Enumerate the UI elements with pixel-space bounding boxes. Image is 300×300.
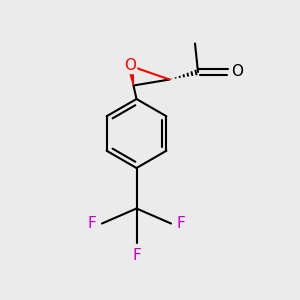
Polygon shape (128, 66, 134, 86)
Text: O: O (232, 64, 244, 80)
Text: O: O (124, 58, 136, 74)
Text: F: F (176, 216, 185, 231)
Text: F: F (88, 216, 97, 231)
Text: F: F (132, 248, 141, 262)
